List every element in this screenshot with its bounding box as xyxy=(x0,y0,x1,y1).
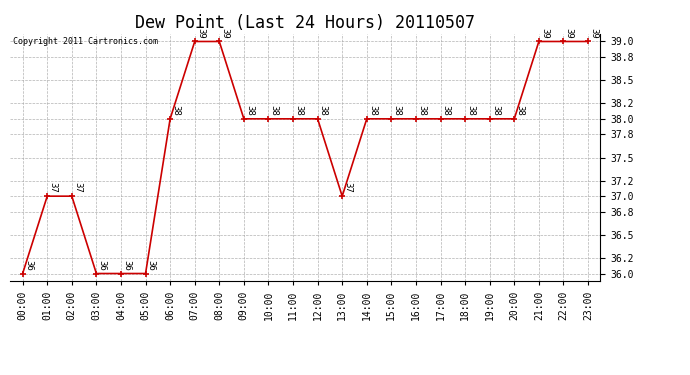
Text: 38: 38 xyxy=(294,105,304,116)
Text: 36: 36 xyxy=(24,260,33,270)
Text: 37: 37 xyxy=(344,182,353,193)
Text: 37: 37 xyxy=(48,182,57,193)
Text: 39: 39 xyxy=(221,28,230,38)
Text: 38: 38 xyxy=(368,105,377,116)
Text: Copyright 2011 Cartronics.com: Copyright 2011 Cartronics.com xyxy=(13,38,158,46)
Text: 38: 38 xyxy=(466,105,475,116)
Text: 39: 39 xyxy=(196,28,205,38)
Text: 36: 36 xyxy=(122,260,131,270)
Text: 38: 38 xyxy=(515,105,524,116)
Text: 38: 38 xyxy=(171,105,180,116)
Text: 39: 39 xyxy=(564,28,573,38)
Text: 38: 38 xyxy=(245,105,254,116)
Text: 38: 38 xyxy=(417,105,426,116)
Text: 38: 38 xyxy=(442,105,451,116)
Text: 38: 38 xyxy=(319,105,328,116)
Text: 38: 38 xyxy=(270,105,279,116)
Text: 39: 39 xyxy=(540,28,549,38)
Text: 38: 38 xyxy=(393,105,402,116)
Text: 38: 38 xyxy=(491,105,500,116)
Text: 36: 36 xyxy=(147,260,156,270)
Text: 39: 39 xyxy=(589,28,598,38)
Text: 36: 36 xyxy=(97,260,107,270)
Text: 37: 37 xyxy=(73,182,82,193)
Title: Dew Point (Last 24 Hours) 20110507: Dew Point (Last 24 Hours) 20110507 xyxy=(135,14,475,32)
